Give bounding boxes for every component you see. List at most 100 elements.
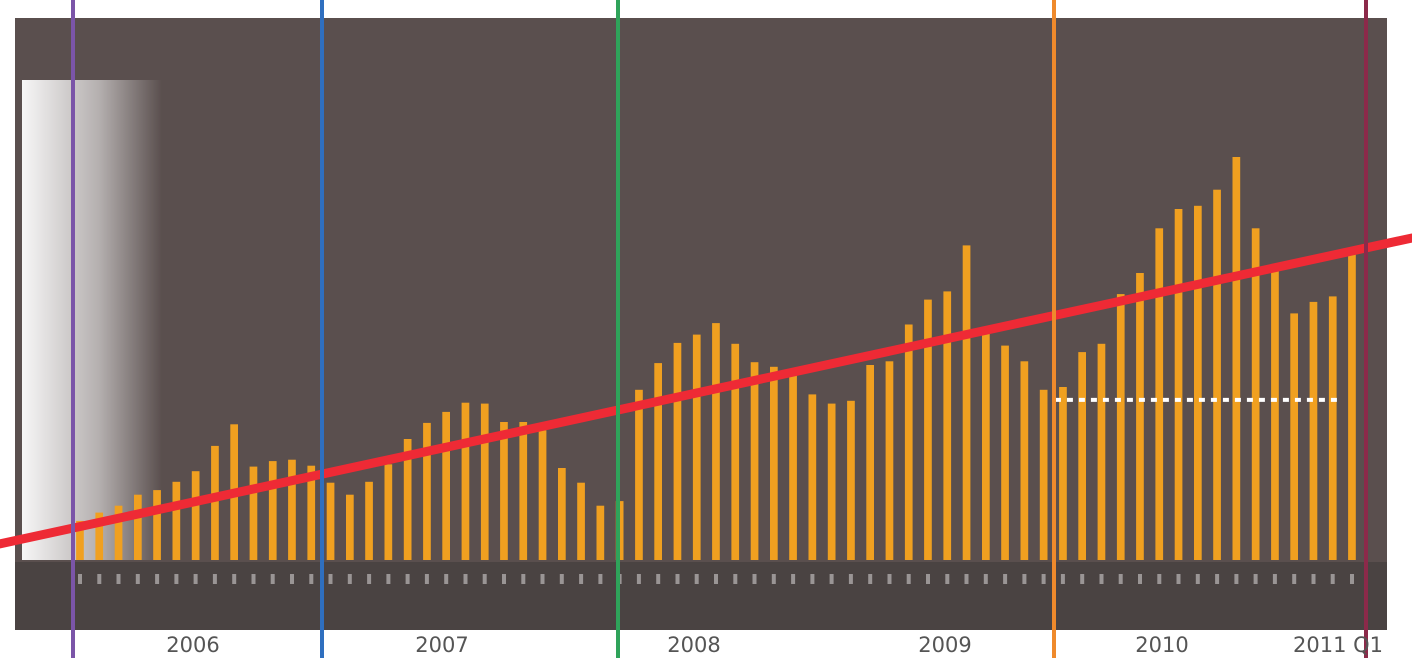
bar <box>249 466 258 560</box>
x-tick-mark <box>347 574 352 584</box>
x-tick-mark <box>502 574 506 584</box>
bar <box>442 411 450 560</box>
x-tick-mark <box>791 574 796 584</box>
bar <box>577 482 585 560</box>
x-tick-mark <box>1003 574 1008 584</box>
bar <box>268 461 277 560</box>
bar <box>1059 387 1067 560</box>
x-tick-mark <box>733 574 738 584</box>
bar <box>789 372 797 560</box>
x-tick-mark <box>405 574 410 584</box>
x-tick-mark <box>1253 574 1258 584</box>
year-label-2008: 2008 <box>667 633 720 657</box>
bar <box>403 439 412 560</box>
x-tick-mark <box>1060 574 1065 584</box>
x-tick-mark <box>1234 574 1239 584</box>
bar <box>480 403 489 560</box>
x-tick-mark <box>868 574 873 584</box>
bar <box>519 422 528 560</box>
x-tick-mark <box>1272 574 1277 584</box>
x-tick-mark <box>1292 574 1297 584</box>
year-label-2007: 2007 <box>415 633 468 657</box>
x-tick-mark <box>810 574 815 584</box>
bar <box>885 361 894 560</box>
x-tick-mark <box>290 574 294 584</box>
bar <box>866 365 874 560</box>
bar <box>827 403 836 560</box>
bar <box>1020 361 1029 560</box>
x-tick-mark <box>1157 574 1162 584</box>
x-tick-mark <box>1176 574 1181 584</box>
bar <box>211 445 219 560</box>
x-tick-mark <box>694 574 699 584</box>
x-tick-mark <box>656 574 661 584</box>
bar <box>692 334 701 560</box>
x-tick-mark <box>559 574 564 584</box>
x-tick-mark <box>714 574 718 584</box>
bar <box>712 323 720 560</box>
x-tick-mark <box>848 574 853 584</box>
x-tick-mark <box>1330 574 1335 584</box>
bar <box>1136 273 1144 560</box>
bar <box>1251 228 1260 561</box>
bar <box>346 494 354 560</box>
x-tick-mark <box>926 574 930 584</box>
bar <box>538 430 547 560</box>
bar <box>1194 205 1202 561</box>
bar <box>307 465 316 560</box>
bar <box>1213 189 1221 560</box>
x-tick-mark <box>386 574 391 584</box>
scan-glare <box>22 80 162 560</box>
bar <box>1348 251 1356 561</box>
x-tick-mark <box>1099 574 1104 584</box>
bar <box>808 394 817 560</box>
x-tick-mark <box>116 574 121 584</box>
x-tick-mark <box>945 574 950 584</box>
x-tick-mark <box>598 574 603 584</box>
x-tick-mark <box>1215 574 1220 584</box>
bar <box>982 330 990 560</box>
x-tick-mark <box>1080 574 1085 584</box>
year-label-2009: 2009 <box>918 633 971 657</box>
bar <box>326 482 335 560</box>
bar <box>461 402 470 560</box>
bar <box>153 490 161 560</box>
bar <box>384 464 393 560</box>
bar <box>423 422 431 560</box>
x-tick-mark <box>1138 574 1142 584</box>
bar <box>365 481 373 560</box>
bar <box>1116 294 1125 560</box>
bar <box>962 245 971 560</box>
x-tick-mark <box>155 574 160 584</box>
bar <box>1328 296 1337 560</box>
trend-line <box>0 233 1412 549</box>
bar <box>1078 352 1086 560</box>
x-axis-strip <box>15 562 1387 630</box>
bar <box>904 324 913 560</box>
year-label-2011-q1: 2011 Q1 <box>1293 633 1383 657</box>
x-tick-mark <box>829 574 834 584</box>
x-tick-mark <box>887 574 892 584</box>
x-tick-mark <box>463 574 468 584</box>
x-tick-mark <box>521 574 526 584</box>
x-tick-mark <box>482 574 487 584</box>
x-tick-mark <box>1350 574 1354 584</box>
x-tick-mark <box>636 574 641 584</box>
x-tick-mark <box>444 574 449 584</box>
bar <box>673 342 682 560</box>
x-tick-mark <box>771 574 776 584</box>
x-tick-mark <box>675 574 680 584</box>
bar <box>134 494 142 560</box>
bar <box>1309 301 1318 560</box>
bar <box>654 363 662 560</box>
x-tick-mark <box>983 574 988 584</box>
x-tick-mark <box>1022 574 1027 584</box>
x-tick-mark <box>97 574 102 584</box>
x-tick-mark <box>251 574 256 584</box>
year-label-2010: 2010 <box>1135 633 1188 657</box>
x-tick-mark <box>78 574 82 584</box>
bar <box>770 366 778 560</box>
x-tick-mark <box>309 574 314 584</box>
